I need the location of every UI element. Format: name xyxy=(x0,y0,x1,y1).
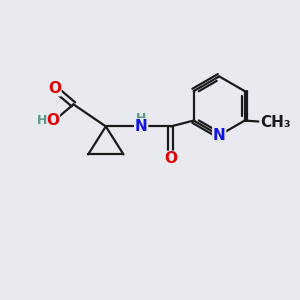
Text: O: O xyxy=(164,151,177,166)
Text: O: O xyxy=(46,113,59,128)
Text: N: N xyxy=(213,128,226,143)
Text: CH₃: CH₃ xyxy=(260,115,291,130)
Text: N: N xyxy=(135,119,148,134)
Text: H: H xyxy=(136,112,146,125)
Text: H: H xyxy=(37,114,47,127)
Text: O: O xyxy=(48,81,61,96)
